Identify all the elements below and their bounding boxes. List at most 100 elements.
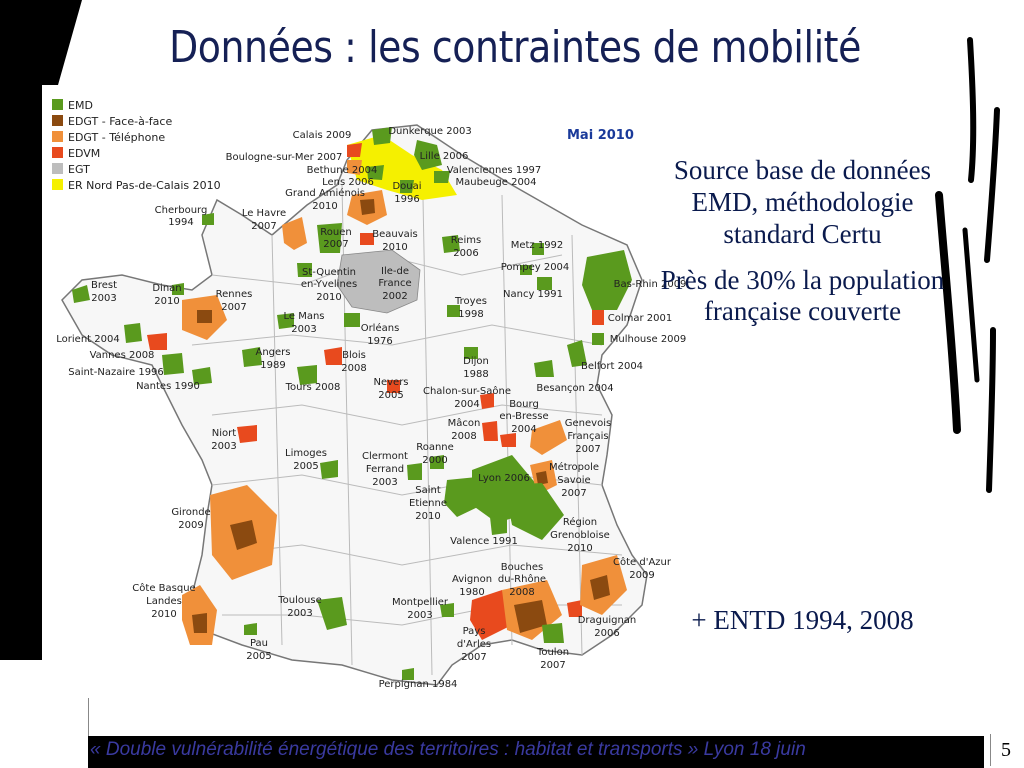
area-dunkerque (372, 127, 392, 145)
area-beauvais (360, 233, 374, 245)
area-macon (482, 421, 498, 441)
area-mulhouse (592, 333, 604, 345)
label-cote-basque-year: 2010 (151, 609, 176, 620)
area-rouen (317, 223, 342, 253)
area-orleans (344, 313, 360, 327)
legend-swatch-er-npc (52, 179, 63, 190)
label-bourg: Bourg (509, 399, 539, 410)
label-arles-year: 2007 (461, 652, 486, 663)
label-arles-2: d'Arles (457, 639, 491, 650)
legend-label-emd: EMD (68, 99, 93, 112)
legend-swatch-edgt-face (52, 115, 63, 126)
label-boulogne: Boulogne-sur-Mer 2007 (226, 152, 343, 163)
legend-label-er-npc: ER Nord Pas-de-Calais 2010 (68, 179, 221, 192)
area-arles (470, 590, 512, 640)
area-lorient (124, 323, 142, 343)
label-brest-year: 2003 (91, 293, 116, 304)
label-cherbourg: Cherbourg (155, 205, 208, 216)
label-dunkerque: Dunkerque 2003 (388, 126, 471, 137)
label-cote-azur: Côte d'Azur (613, 556, 672, 568)
label-mulhouse: Mulhouse 2009 (610, 334, 687, 345)
label-rennes-year: 2007 (221, 302, 246, 313)
area-bas-rhin (582, 250, 632, 310)
legend-label-edgt-face: EDGT - Face-à-face (68, 115, 172, 128)
label-beauvais: Beauvais (372, 229, 418, 240)
map-legend: EMD EDGT - Face-à-face EDGT - Téléphone … (52, 99, 221, 192)
legend-swatch-edvm (52, 147, 63, 158)
label-bourg-2: en-Bresse (499, 411, 548, 422)
label-calais: Calais 2009 (293, 130, 352, 141)
label-reims: Reims (451, 235, 481, 246)
area-nancy (537, 277, 552, 290)
label-metz: Metz 1992 (511, 240, 564, 251)
label-lorient: Lorient 2004 (56, 334, 119, 345)
area-st-nazaire (162, 353, 184, 375)
area-limoges (320, 460, 338, 479)
area-chalon (480, 393, 494, 409)
slide-title: Données : les contraintes de mobilité (169, 22, 861, 73)
label-limoges-year: 2005 (293, 461, 318, 472)
label-macon: Mâcon (448, 417, 481, 429)
area-clermont (407, 463, 422, 480)
label-draguignan: Draguignan (578, 615, 637, 626)
area-montpellier (440, 603, 454, 617)
label-limoges: Limoges (285, 448, 327, 459)
label-genevois-year: 2007 (575, 444, 600, 455)
area-niort (237, 425, 257, 443)
label-dinan: Dinan (152, 283, 181, 294)
label-grenoble-year: 2010 (567, 543, 592, 554)
label-perpignan: Perpignan 1984 (379, 679, 458, 690)
legend-label-edgt-tel: EDGT - Téléphone (68, 131, 165, 144)
page-number: 5 (990, 734, 1021, 766)
label-avignon: Avignon (452, 574, 492, 585)
area-roanne (430, 455, 444, 469)
label-bas-rhin: Bas-Rhin 2009 (614, 279, 687, 290)
area-bourg (500, 433, 516, 447)
legend-swatch-edgt-tel (52, 131, 63, 142)
label-st-nazaire: Saint-Nazaire 1996 (68, 367, 164, 378)
label-st-etienne-2: Etienne (409, 498, 447, 509)
area-valenciennes (434, 171, 450, 183)
label-clermont-year: 2003 (372, 477, 397, 488)
legend-swatch-egt (52, 163, 63, 174)
label-cote-basque: Côte Basque (132, 582, 195, 594)
footer-bar: « Double vulnérabilité énergétique des t… (88, 736, 984, 768)
area-gironde-core (230, 520, 257, 550)
coverage-text: Près de 30% la population française couv… (660, 264, 945, 327)
label-chalon: Chalon-sur-Saône (423, 385, 511, 397)
area-pau (244, 623, 257, 635)
label-rennes: Rennes (216, 289, 253, 300)
label-idf: Ile-de (381, 266, 409, 277)
label-rouen: Rouen (320, 227, 351, 238)
label-draguignan-year: 2006 (594, 628, 619, 639)
label-idf-2: France (378, 278, 411, 289)
label-st-etienne: Saint (415, 485, 441, 496)
source-text: Source base de données EMD, méthodologie… (673, 155, 932, 249)
area-dijon (464, 347, 478, 359)
label-genevois-2: Français (567, 431, 608, 442)
label-niort-year: 2003 (211, 441, 236, 452)
label-bourg-year: 2004 (511, 424, 536, 435)
area-amiens-core (360, 199, 375, 215)
legend-label-egt: EGT (68, 163, 90, 176)
label-douai-year: 1996 (394, 194, 419, 205)
label-vannes: Vannes 2008 (90, 350, 155, 361)
label-st-quentin: St-Quentin (302, 267, 356, 278)
france-survey-map: EMD EDGT - Face-à-face EDGT - Téléphone … (42, 85, 687, 695)
label-angers: Angers (256, 347, 291, 358)
label-dijon-year: 1988 (463, 369, 488, 380)
label-le-havre-year: 2007 (251, 221, 276, 232)
area-calais (347, 143, 362, 157)
label-nantes: Nantes 1990 (136, 381, 200, 392)
label-orleans-year: 1976 (367, 336, 392, 347)
label-nevers-year: 2005 (378, 390, 403, 401)
label-maubeuge: Maubeuge 2004 (455, 177, 536, 188)
label-brest: Brest (91, 280, 117, 291)
area-savoie-core (536, 471, 548, 485)
label-toulon: Toulon (536, 647, 569, 658)
area-saint-etienne (444, 477, 482, 517)
map-date-label: Mai 2010 (567, 128, 634, 143)
area-perpignan (402, 668, 414, 680)
label-cherbourg-year: 1994 (168, 217, 193, 228)
label-valence: Valence 1991 (450, 536, 518, 547)
